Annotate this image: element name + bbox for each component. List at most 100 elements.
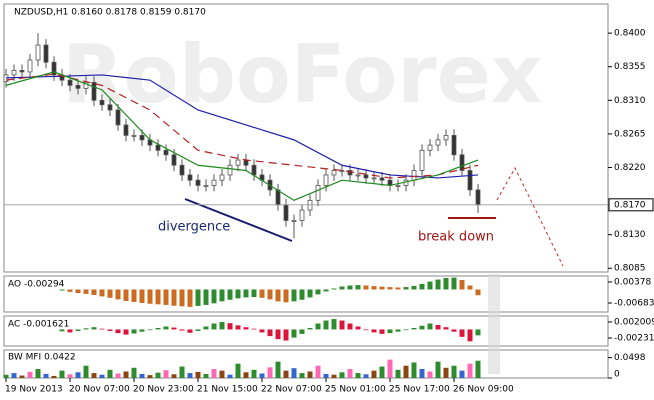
indicator-bar <box>75 329 81 331</box>
indicator-bar <box>451 365 457 378</box>
indicator-bar <box>435 361 441 378</box>
indicator-bar <box>35 369 41 378</box>
indicator-bar <box>467 285 473 290</box>
indicator-bar <box>371 370 377 378</box>
last-price-label: 0.8170 <box>614 200 646 210</box>
indicator-bar <box>331 288 337 290</box>
candle-body <box>219 174 225 181</box>
indicator-bar <box>355 326 361 330</box>
y-tick-label: 0.8310 <box>614 96 646 106</box>
indicator-bar <box>355 285 361 290</box>
indicator-bar <box>291 289 297 302</box>
indicator-bar <box>355 373 361 378</box>
indicator-bar <box>147 375 153 378</box>
indicator-bar <box>459 370 465 378</box>
indicator-bar <box>195 329 201 331</box>
indicator-bar <box>131 289 137 302</box>
y-tick-label: 0 <box>614 370 620 380</box>
candle-body <box>395 185 401 187</box>
indicator-bar <box>451 329 457 332</box>
indicator-bar <box>59 289 65 291</box>
y-tick-label: 0.8085 <box>614 264 646 274</box>
indicator-bar <box>307 289 313 298</box>
x-tick-label: 22 Nov 07:00 <box>261 385 322 395</box>
indicator-bar <box>83 328 89 330</box>
indicator-bar <box>387 287 393 290</box>
indicator-bar <box>99 374 105 378</box>
candle-body <box>331 170 337 176</box>
indicator-bar <box>291 368 297 378</box>
indicator-bar <box>139 329 145 332</box>
background-layer: RoboForex <box>62 28 542 121</box>
ao-panel <box>3 275 609 313</box>
indicator-bar <box>227 289 233 300</box>
indicator-bar <box>67 374 73 378</box>
moving-average <box>5 74 479 179</box>
candle-body <box>203 185 209 187</box>
y-tick-label: -0.00683 <box>614 298 654 308</box>
indicator-bar <box>115 329 121 334</box>
indicator-bar <box>435 279 441 290</box>
indicator-bar <box>363 374 369 378</box>
watermark: RoboForex <box>62 28 542 121</box>
indicator-bar <box>387 359 393 378</box>
candle-body <box>179 164 185 176</box>
candle-body <box>323 174 329 186</box>
y-tick-label: 0.8220 <box>614 163 646 173</box>
indicator-bar <box>339 320 345 330</box>
indicator-bar <box>187 373 193 378</box>
last-price-box <box>608 198 654 212</box>
indicator-bar <box>123 289 129 301</box>
indicator-bar <box>419 369 425 378</box>
indicator-bar <box>395 287 401 290</box>
indicator-bar <box>467 363 473 378</box>
indicator-bar <box>347 369 353 378</box>
candle-body <box>131 134 137 137</box>
indicator-bar <box>115 289 121 300</box>
indicator-bar <box>275 361 281 378</box>
candle-body <box>123 124 129 136</box>
indicator-bar <box>323 289 329 292</box>
moving-average <box>5 71 479 202</box>
indicator-bar <box>227 374 233 378</box>
x-tick-label: 25 Nov 17:00 <box>389 385 450 395</box>
indicator-bar <box>379 286 385 290</box>
candle-body <box>75 84 81 89</box>
indicator-bar <box>107 329 113 331</box>
indicator-bar <box>427 323 433 330</box>
candle-body <box>435 139 441 146</box>
candle-body <box>283 204 289 221</box>
candle-body <box>99 99 105 106</box>
x-tick-label: 21 Nov 15:00 <box>197 385 258 395</box>
indicator-title: AO -0.00294 <box>8 280 65 290</box>
x-tick-label: 20 Nov 23:00 <box>133 385 194 395</box>
indicator-title: AC -0.001621 <box>8 320 69 330</box>
indicator-bar <box>171 327 177 330</box>
candle-body <box>163 149 169 156</box>
candle-body <box>27 59 33 73</box>
indicator-bar <box>19 375 25 378</box>
indicator-bar <box>283 370 289 378</box>
indicator-bar <box>235 289 241 299</box>
indicator-bar <box>299 329 305 334</box>
indicator-bar <box>187 289 193 307</box>
indicator-bar <box>11 373 17 378</box>
candle-body <box>227 164 233 176</box>
indicator-bar <box>251 289 257 297</box>
indicator-bar <box>27 371 33 378</box>
indicator-bar <box>235 325 241 330</box>
candle-body <box>347 170 353 176</box>
candle-body <box>51 61 57 76</box>
indicator-bar <box>75 372 81 378</box>
indicator-bar <box>123 329 129 335</box>
y-tick-label: -0.00231 <box>614 334 654 344</box>
candle-body <box>419 149 425 171</box>
indicator-bar <box>443 367 449 378</box>
indicator-bar <box>339 286 345 290</box>
indicator-bar <box>115 373 121 378</box>
indicator-bar <box>163 289 169 305</box>
indicator-bar <box>267 329 273 337</box>
candle-body <box>91 81 97 101</box>
indicator-bar <box>403 365 409 378</box>
